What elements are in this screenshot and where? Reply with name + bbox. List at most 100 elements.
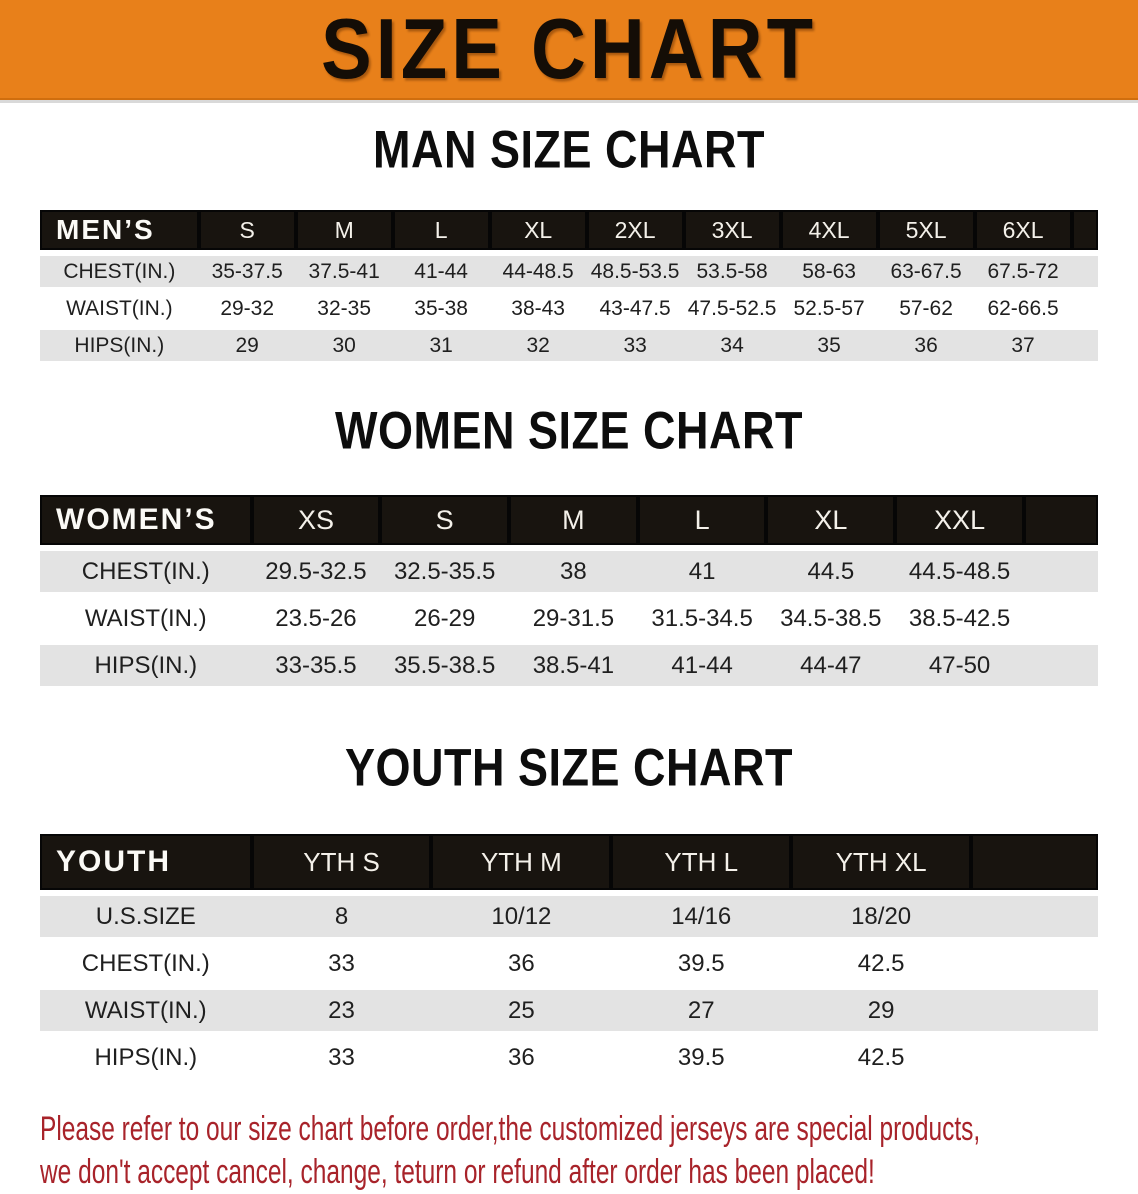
spacer-cell — [1071, 330, 1098, 361]
measurement-label: CHEST(IN.) — [40, 943, 252, 984]
size-value: 36 — [431, 943, 612, 984]
measurement-row: WAIST(IN.) 29-32 32-35 35-38 38-43 43-47.5 47.… — [40, 293, 1098, 324]
size-column-header: L — [392, 210, 490, 250]
size-value: 41-44 — [637, 645, 767, 686]
size-value: 39.5 — [611, 943, 792, 984]
size-value: 14/16 — [611, 896, 792, 937]
men-section-title: MAN SIZE CHART — [373, 119, 765, 180]
size-value: 23 — [251, 990, 432, 1031]
size-value: 32 — [489, 330, 587, 361]
size-value: 36 — [877, 330, 975, 361]
section-men: MAN SIZE CHART MEN’S S M L XL 2XL 3XL 4XL 5XL 6XL… — [0, 119, 1138, 367]
size-column-header: 5XL — [877, 210, 975, 250]
size-value: 42.5 — [791, 1037, 972, 1078]
size-value: 42.5 — [791, 943, 972, 984]
measurement-row: WAIST(IN.) 23 25 27 29 — [40, 990, 1098, 1031]
size-column-header: YTH S — [251, 834, 432, 890]
banner: SIZE CHART — [0, 0, 1138, 100]
table-group-label: WOMEN’S — [40, 495, 252, 545]
spacer-cell — [1071, 256, 1098, 287]
size-value: 36 — [431, 1037, 612, 1078]
measurement-label: WAIST(IN.) — [40, 598, 252, 639]
size-value: 18/20 — [791, 896, 972, 937]
size-column-header: S — [198, 210, 296, 250]
size-value: 38.5-42.5 — [895, 598, 1024, 639]
size-value: 29 — [198, 330, 296, 361]
measurement-row: WAIST(IN.) 23.5-26 26-29 29-31.5 31.5-34.5 34… — [40, 598, 1098, 639]
measurement-label: HIPS(IN.) — [40, 645, 252, 686]
size-value: 48.5-53.5 — [586, 256, 684, 287]
women-section-title: WOMEN SIZE CHART — [335, 400, 803, 461]
size-value: 35 — [780, 330, 878, 361]
size-column-header: XL — [766, 495, 896, 545]
size-value: 34.5-38.5 — [766, 598, 896, 639]
size-column-header: XS — [251, 495, 381, 545]
size-column-header: 3XL — [683, 210, 781, 250]
size-value: 43-47.5 — [586, 293, 684, 324]
measurement-row: HIPS(IN.) 33-35.5 35.5-38.5 38.5-41 41-44 44-… — [40, 645, 1098, 686]
disclaimer-line-2: we don't accept cancel, change, teturn o… — [40, 1153, 875, 1191]
men-section-heading: MAN SIZE CHART — [0, 119, 1138, 184]
spacer-cell — [1023, 551, 1098, 592]
size-column-header: S — [380, 495, 510, 545]
size-value: 26-29 — [380, 598, 510, 639]
spacer-cell — [1071, 210, 1098, 250]
size-value: 10/12 — [431, 896, 612, 937]
size-value: 52.5-57 — [780, 293, 878, 324]
size-value: 37 — [974, 330, 1072, 361]
measurement-row: CHEST(IN.) 33 36 39.5 42.5 — [40, 943, 1098, 984]
size-value: 47.5-52.5 — [683, 293, 781, 324]
size-value: 35-37.5 — [198, 256, 296, 287]
spacer-cell — [1023, 495, 1098, 545]
size-column-header: L — [637, 495, 767, 545]
size-value: 31 — [392, 330, 490, 361]
men-size-table: MEN’S S M L XL 2XL 3XL 4XL 5XL 6XL CHEST(IN.) 35-37… — [40, 204, 1098, 367]
size-value: 41 — [637, 551, 767, 592]
disclaimer: Please refer to our size chart before or… — [40, 1108, 1138, 1194]
table-group-label: YOUTH — [40, 834, 252, 890]
size-value: 29-32 — [198, 293, 296, 324]
size-value: 33-35.5 — [251, 645, 381, 686]
size-value: 32-35 — [295, 293, 393, 324]
women-size-table: WOMEN’S XS S M L XL XXL CHEST(IN.) 29.5-32.5 32.5… — [40, 489, 1098, 692]
size-value: 33 — [586, 330, 684, 361]
size-value: 33 — [251, 943, 432, 984]
size-column-header: YTH XL — [791, 834, 972, 890]
measurement-label: CHEST(IN.) — [40, 256, 199, 287]
spacer-cell — [971, 943, 1098, 984]
size-value: 32.5-35.5 — [380, 551, 510, 592]
size-value: 39.5 — [611, 1037, 792, 1078]
size-column-header: M — [295, 210, 393, 250]
size-value: 44-47 — [766, 645, 896, 686]
table-group-label: MEN’S — [40, 210, 199, 250]
size-value: 33 — [251, 1037, 432, 1078]
size-value: 41-44 — [392, 256, 490, 287]
measurement-row: CHEST(IN.) 35-37.5 37.5-41 41-44 44-48.5 48.5… — [40, 256, 1098, 287]
size-value: 67.5-72 — [974, 256, 1072, 287]
size-value: 37.5-41 — [295, 256, 393, 287]
size-value: 47-50 — [895, 645, 1024, 686]
measurement-label: CHEST(IN.) — [40, 551, 252, 592]
spacer-cell — [971, 896, 1098, 937]
size-column-header: XXL — [895, 495, 1024, 545]
size-value: 38-43 — [489, 293, 587, 324]
spacer-cell — [971, 990, 1098, 1031]
measurement-row: HIPS(IN.) 33 36 39.5 42.5 — [40, 1037, 1098, 1078]
size-value: 27 — [611, 990, 792, 1031]
size-value: 29.5-32.5 — [251, 551, 381, 592]
measurement-label: U.S.SIZE — [40, 896, 252, 937]
size-value: 31.5-34.5 — [637, 598, 767, 639]
size-column-header: XL — [489, 210, 587, 250]
size-value: 53.5-58 — [683, 256, 781, 287]
measurement-label: HIPS(IN.) — [40, 330, 199, 361]
measurement-row: HIPS(IN.) 29 30 31 32 33 34 35 36 37 — [40, 330, 1098, 361]
size-value: 44.5 — [766, 551, 896, 592]
size-value: 57-62 — [877, 293, 975, 324]
size-column-header: 4XL — [780, 210, 878, 250]
size-value: 29-31.5 — [509, 598, 638, 639]
size-value: 62-66.5 — [974, 293, 1072, 324]
section-women: WOMEN SIZE CHART WOMEN’S XS S M L XL XXL CHEST(… — [0, 400, 1138, 692]
size-value: 58-63 — [780, 256, 878, 287]
measurement-label: WAIST(IN.) — [40, 990, 252, 1031]
